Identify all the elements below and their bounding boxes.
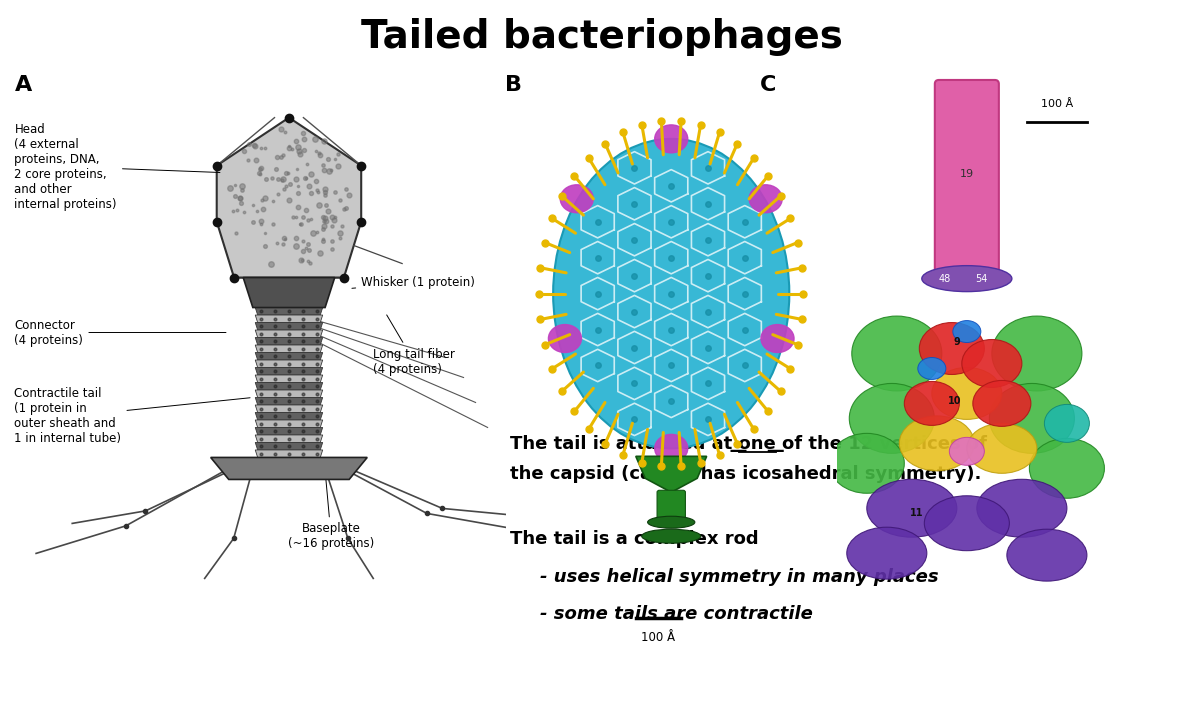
Ellipse shape — [851, 316, 942, 391]
Polygon shape — [255, 435, 323, 442]
Ellipse shape — [904, 382, 960, 425]
Ellipse shape — [917, 358, 946, 380]
Text: The tail is attached at ͟one͟ of the 12 vertices of: The tail is attached at ͟one͟ of the 12 … — [510, 435, 987, 453]
Text: Baseplate
(~16 proteins): Baseplate (~16 proteins) — [288, 474, 374, 550]
Polygon shape — [255, 412, 323, 420]
Polygon shape — [255, 450, 323, 457]
Text: the capsid (capsid has icosahedral symmetry).: the capsid (capsid has icosahedral symme… — [510, 465, 981, 483]
Circle shape — [655, 434, 687, 462]
Text: Head
(4 external
proteins, DNA,
2 core proteins,
and other
internal proteins): Head (4 external proteins, DNA, 2 core p… — [14, 122, 220, 210]
Text: Long tail fiber
(4 proteins): Long tail fiber (4 proteins) — [373, 315, 455, 375]
Polygon shape — [255, 427, 323, 435]
Polygon shape — [255, 383, 323, 390]
Text: Connector
(4 proteins): Connector (4 proteins) — [14, 319, 226, 346]
Text: - some tails are contractile: - some tails are contractile — [541, 605, 813, 623]
Text: C: C — [760, 75, 777, 95]
Text: A: A — [14, 75, 33, 95]
Text: 100 Å: 100 Å — [1040, 99, 1073, 109]
Ellipse shape — [642, 529, 701, 543]
Polygon shape — [255, 368, 323, 375]
Circle shape — [749, 185, 783, 213]
Polygon shape — [255, 345, 323, 353]
Text: 19: 19 — [960, 169, 974, 178]
Circle shape — [549, 324, 582, 353]
Ellipse shape — [553, 139, 790, 449]
Polygon shape — [255, 390, 323, 397]
Text: 48: 48 — [939, 274, 951, 284]
Circle shape — [560, 185, 594, 213]
Polygon shape — [255, 353, 323, 360]
Text: Tailed bacteriophages: Tailed bacteriophages — [361, 18, 843, 56]
Text: The tail is a complex rod: The tail is a complex rod — [510, 530, 759, 548]
Ellipse shape — [962, 340, 1022, 387]
Polygon shape — [255, 308, 323, 315]
Text: 54: 54 — [975, 274, 988, 284]
Text: 100 Å: 100 Å — [642, 631, 675, 644]
Ellipse shape — [1044, 405, 1090, 442]
Ellipse shape — [976, 479, 1067, 538]
Text: 10: 10 — [948, 397, 962, 407]
Text: Whisker (1 protein): Whisker (1 protein) — [352, 276, 476, 289]
Ellipse shape — [899, 416, 974, 471]
Ellipse shape — [1029, 439, 1104, 498]
Polygon shape — [255, 360, 323, 368]
Ellipse shape — [846, 528, 927, 579]
Ellipse shape — [967, 423, 1037, 474]
Ellipse shape — [925, 496, 1009, 551]
Ellipse shape — [990, 383, 1074, 454]
Polygon shape — [211, 457, 367, 479]
Polygon shape — [255, 397, 323, 405]
Circle shape — [655, 125, 687, 153]
Text: Contractile tail
(1 protein in
outer sheath and
1 in internal tube): Contractile tail (1 protein in outer she… — [14, 387, 250, 446]
Polygon shape — [636, 456, 707, 492]
Ellipse shape — [949, 437, 985, 465]
Ellipse shape — [973, 380, 1031, 427]
Ellipse shape — [849, 383, 934, 454]
Polygon shape — [255, 375, 323, 383]
Polygon shape — [217, 117, 361, 277]
Ellipse shape — [932, 368, 1002, 419]
Ellipse shape — [920, 323, 985, 375]
Text: - uses helical symmetry in many places: - uses helical symmetry in many places — [541, 568, 939, 586]
Polygon shape — [255, 420, 323, 427]
Ellipse shape — [992, 316, 1082, 391]
Polygon shape — [255, 405, 323, 412]
Ellipse shape — [1007, 529, 1087, 581]
Text: B: B — [504, 75, 523, 95]
FancyBboxPatch shape — [657, 491, 685, 524]
Polygon shape — [255, 323, 323, 330]
Ellipse shape — [830, 434, 904, 493]
Text: 9: 9 — [954, 336, 961, 346]
Polygon shape — [255, 338, 323, 345]
Polygon shape — [255, 315, 323, 323]
Polygon shape — [243, 277, 335, 308]
Ellipse shape — [867, 479, 957, 538]
Polygon shape — [255, 330, 323, 338]
Text: 11: 11 — [910, 508, 923, 518]
Ellipse shape — [648, 516, 695, 528]
Ellipse shape — [952, 321, 981, 343]
FancyBboxPatch shape — [934, 80, 999, 277]
Polygon shape — [255, 442, 323, 450]
Circle shape — [761, 324, 795, 353]
Ellipse shape — [922, 266, 1011, 292]
